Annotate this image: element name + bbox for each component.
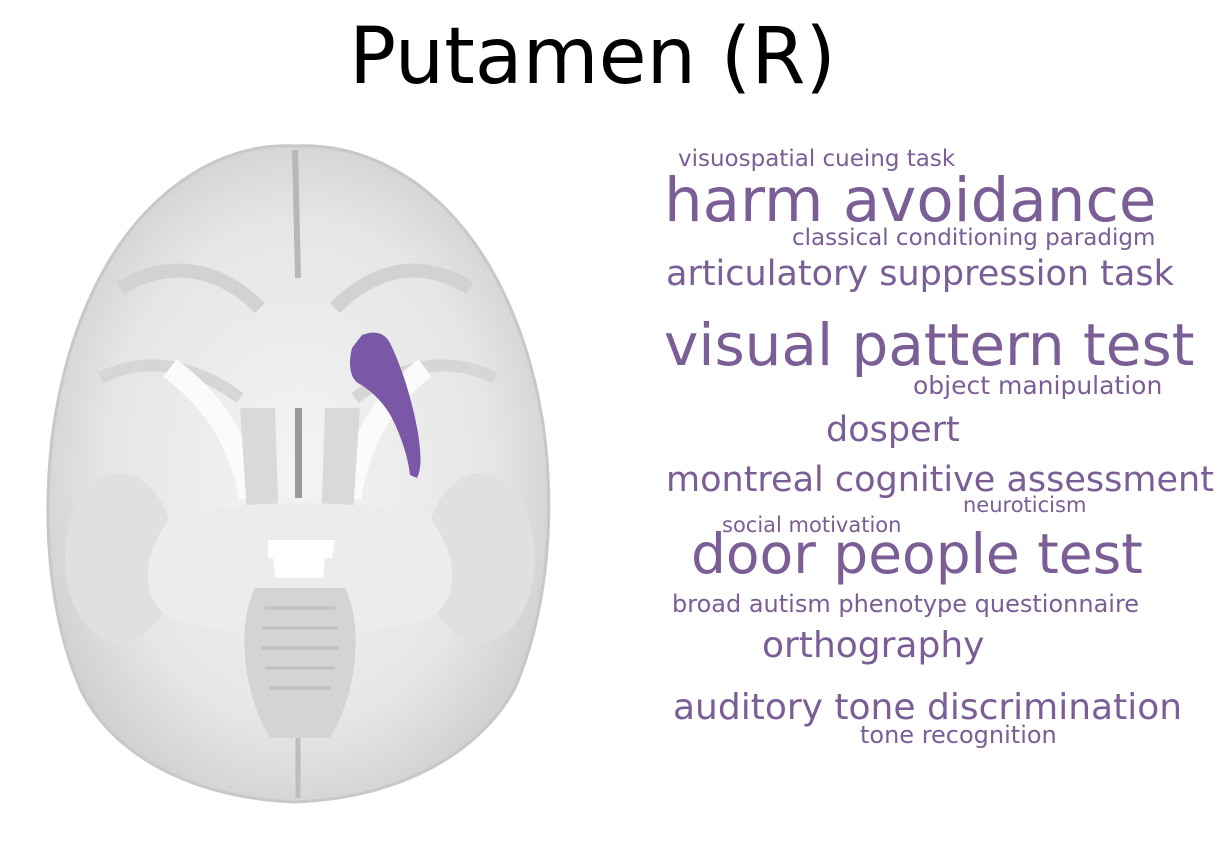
third-ventricle — [295, 408, 302, 498]
term: montreal cognitive assessment — [666, 460, 1214, 500]
frontal-fissure — [292, 149, 301, 279]
term: object manipulation — [913, 371, 1163, 400]
ambient-cistern — [268, 540, 335, 578]
term: articulatory suppression task — [666, 254, 1174, 294]
term: visual pattern test — [664, 311, 1195, 379]
term: dospert — [826, 410, 960, 450]
term: harm avoidance — [664, 165, 1157, 236]
term: classical conditioning paradigm — [792, 225, 1156, 251]
term: broad autism phenotype questionnaire — [672, 590, 1140, 618]
brain-axial-slice — [46, 144, 551, 804]
figure-title: Putamen (R) — [349, 12, 836, 102]
term: auditory tone discrimination — [673, 687, 1183, 728]
term: neuroticism — [963, 493, 1087, 517]
term: tone recognition — [860, 721, 1057, 749]
term: social motivation — [722, 513, 902, 537]
term: visuospatial cueing task — [678, 146, 956, 172]
term: orthography — [762, 625, 985, 666]
putamen-right-region — [350, 332, 421, 478]
term: door people test — [691, 522, 1143, 586]
